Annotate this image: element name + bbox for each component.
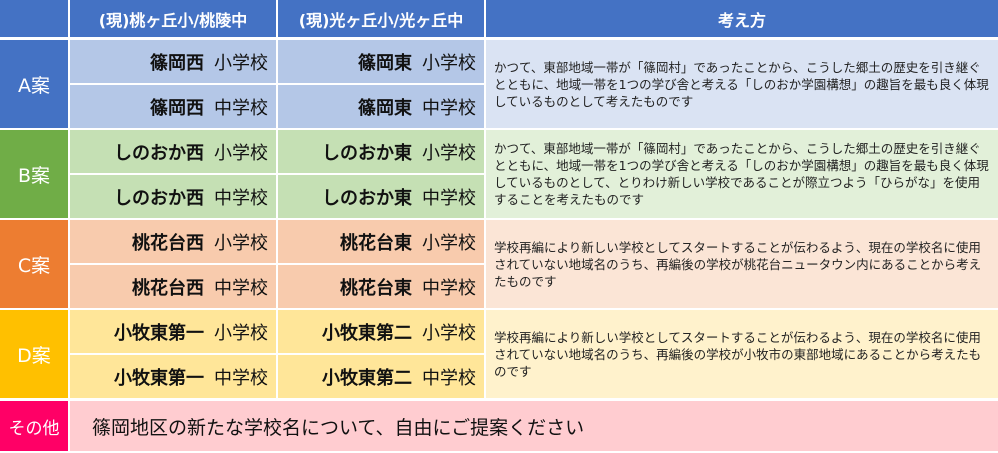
school-type: 小学校	[422, 232, 476, 254]
school-name-base: しのおか西	[114, 187, 204, 209]
school-name-base: 篠岡西	[150, 52, 204, 74]
school-name-b-east-elem: しのおか東 小学校	[278, 130, 484, 173]
header-col-east: (現)光ヶ丘小/光ヶ丘中	[278, 0, 484, 37]
school-name-base: 小牧東第一	[114, 367, 204, 389]
school-name-base: 小牧東第一	[114, 322, 204, 344]
plan-reason-c: 学校再編により新しい学校としてスタートすることが伝わるよう、現在の学校名に使用さ…	[486, 220, 998, 308]
header-blank	[0, 0, 68, 37]
plan-label-d: D案	[0, 310, 68, 398]
school-name-c-east-junior: 桃花台東 中学校	[278, 265, 484, 308]
school-name-base: 桃花台西	[132, 232, 204, 254]
school-name-d-east-elem: 小牧東第二 小学校	[278, 310, 484, 353]
school-type: 中学校	[214, 97, 268, 119]
school-name-d-west-elem: 小牧東第一 小学校	[70, 310, 276, 353]
school-name-base: 桃花台西	[132, 277, 204, 299]
school-name-b-east-junior: しのおか東 中学校	[278, 175, 484, 218]
school-type: 小学校	[422, 52, 476, 74]
plan-label-c: C案	[0, 220, 68, 308]
school-type: 中学校	[422, 367, 476, 389]
school-name-d-east-junior: 小牧東第二 中学校	[278, 355, 484, 398]
school-name-base: 桃花台東	[340, 277, 412, 299]
school-type: 中学校	[422, 187, 476, 209]
school-name-c-west-elem: 桃花台西 小学校	[70, 220, 276, 263]
plan-label-a: A案	[0, 40, 68, 128]
school-name-d-west-junior: 小牧東第一 中学校	[70, 355, 276, 398]
school-type: 中学校	[214, 187, 268, 209]
school-type: 小学校	[422, 142, 476, 164]
school-name-base: 小牧東第二	[322, 322, 412, 344]
school-name-b-west-elem: しのおか西 小学校	[70, 130, 276, 173]
plan-reason-text: かつて、東部地域一帯が「篠岡村」であったことから、こうした郷土の歴史を引き継ぐと…	[494, 141, 989, 207]
school-name-a-east-junior: 篠岡東 中学校	[278, 85, 484, 128]
school-name-a-east-elem: 篠岡東 小学校	[278, 40, 484, 83]
school-name-base: しのおか東	[322, 142, 412, 164]
plan-label-other: その他	[0, 401, 68, 451]
school-type: 中学校	[422, 97, 476, 119]
plan-reason-text: 学校再編により新しい学校としてスタートすることが伝わるよう、現在の学校名に使用さ…	[494, 329, 982, 379]
school-name-base: しのおか東	[322, 187, 412, 209]
school-type: 中学校	[214, 277, 268, 299]
school-name-base: 篠岡東	[358, 97, 412, 119]
school-type: 小学校	[214, 232, 268, 254]
school-name-b-west-junior: しのおか西 中学校	[70, 175, 276, 218]
school-name-a-west-junior: 篠岡西 中学校	[70, 85, 276, 128]
school-name-c-east-elem: 桃花台東 小学校	[278, 220, 484, 263]
plan-reason-text: 学校再編により新しい学校としてスタートすることが伝わるよう、現在の学校名に使用さ…	[494, 239, 982, 289]
school-name-a-west-elem: 篠岡西 小学校	[70, 40, 276, 83]
school-type: 小学校	[214, 52, 268, 74]
school-type: 小学校	[214, 142, 268, 164]
school-name-c-west-junior: 桃花台西 中学校	[70, 265, 276, 308]
other-proposal-text: 篠岡地区の新たな学校名について、自由にご提案ください	[70, 401, 998, 451]
header-col-reason: 考え方	[486, 0, 998, 37]
school-type: 中学校	[422, 277, 476, 299]
plan-reason-b: かつて、東部地域一帯が「篠岡村」であったことから、こうした郷土の歴史を引き継ぐと…	[486, 130, 998, 218]
school-type: 中学校	[214, 367, 268, 389]
plan-reason-a: かつて、東部地域一帯が「篠岡村」であったことから、こうした郷土の歴史を引き継ぐと…	[486, 40, 998, 128]
plan-label-b: B案	[0, 130, 68, 218]
school-name-base: 桃花台東	[340, 232, 412, 254]
school-type: 小学校	[214, 322, 268, 344]
plan-reason-d: 学校再編により新しい学校としてスタートすることが伝わるよう、現在の学校名に使用さ…	[486, 310, 998, 398]
school-name-base: 篠岡東	[358, 52, 412, 74]
school-name-base: しのおか西	[114, 142, 204, 164]
plan-reason-text: かつて、東部地域一帯が「篠岡村」であったことから、こうした郷土の歴史を引き継ぐと…	[494, 59, 989, 109]
header-col-west: (現)桃ヶ丘小/桃陵中	[70, 0, 276, 37]
school-name-base: 篠岡西	[150, 97, 204, 119]
school-type: 小学校	[422, 322, 476, 344]
school-name-base: 小牧東第二	[322, 367, 412, 389]
